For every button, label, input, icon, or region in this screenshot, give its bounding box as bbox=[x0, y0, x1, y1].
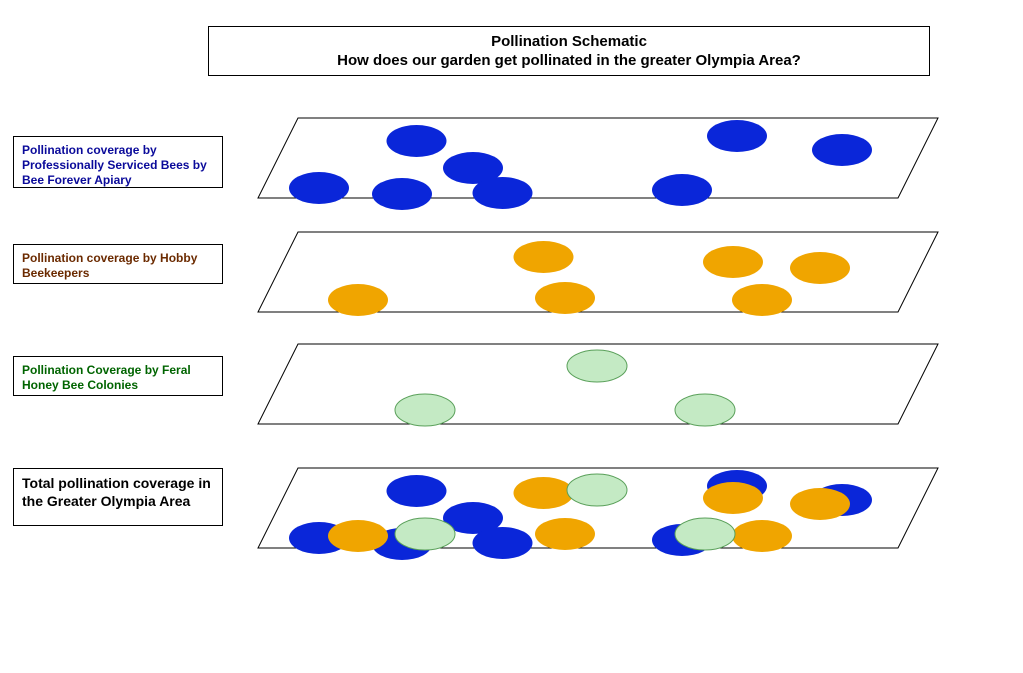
label-hobby: Pollination coverage by Hobby Beekeepers bbox=[13, 244, 223, 284]
professional-dot bbox=[372, 178, 432, 210]
professional-dot bbox=[707, 120, 767, 152]
plane-professional bbox=[258, 118, 968, 240]
title-line-1: Pollination Schematic bbox=[217, 33, 921, 52]
total-dot bbox=[567, 474, 627, 506]
label-total: Total pollination coverage in the Greate… bbox=[13, 468, 223, 526]
total-dot bbox=[675, 518, 735, 550]
hobby-dot bbox=[328, 284, 388, 316]
plane-total bbox=[258, 468, 968, 590]
label-feral: Pollination Coverage by Feral Honey Bee … bbox=[13, 356, 223, 396]
professional-dot bbox=[812, 134, 872, 166]
plane-feral bbox=[258, 344, 968, 466]
total-dot bbox=[732, 520, 792, 552]
feral-dot bbox=[675, 394, 735, 426]
hobby-dot bbox=[732, 284, 792, 316]
label-professional: Pollination coverage by Professionally S… bbox=[13, 136, 223, 188]
total-dot bbox=[790, 488, 850, 520]
professional-dot bbox=[289, 172, 349, 204]
feral-dot bbox=[395, 394, 455, 426]
total-dot bbox=[387, 475, 447, 507]
title-box: Pollination Schematic How does our garde… bbox=[208, 26, 930, 76]
total-dot bbox=[703, 482, 763, 514]
hobby-dot bbox=[790, 252, 850, 284]
title-line-2: How does our garden get pollinated in th… bbox=[217, 52, 921, 71]
professional-dot bbox=[387, 125, 447, 157]
diagram-stage: Pollination Schematic How does our garde… bbox=[0, 0, 1023, 673]
professional-dot bbox=[652, 174, 712, 206]
total-dot bbox=[328, 520, 388, 552]
feral-dot bbox=[567, 350, 627, 382]
total-dot bbox=[395, 518, 455, 550]
total-dot bbox=[514, 477, 574, 509]
total-dot bbox=[535, 518, 595, 550]
total-dot bbox=[473, 527, 533, 559]
hobby-dot bbox=[535, 282, 595, 314]
professional-dot bbox=[473, 177, 533, 209]
hobby-dot bbox=[703, 246, 763, 278]
hobby-dot bbox=[514, 241, 574, 273]
plane-hobby bbox=[258, 232, 968, 354]
